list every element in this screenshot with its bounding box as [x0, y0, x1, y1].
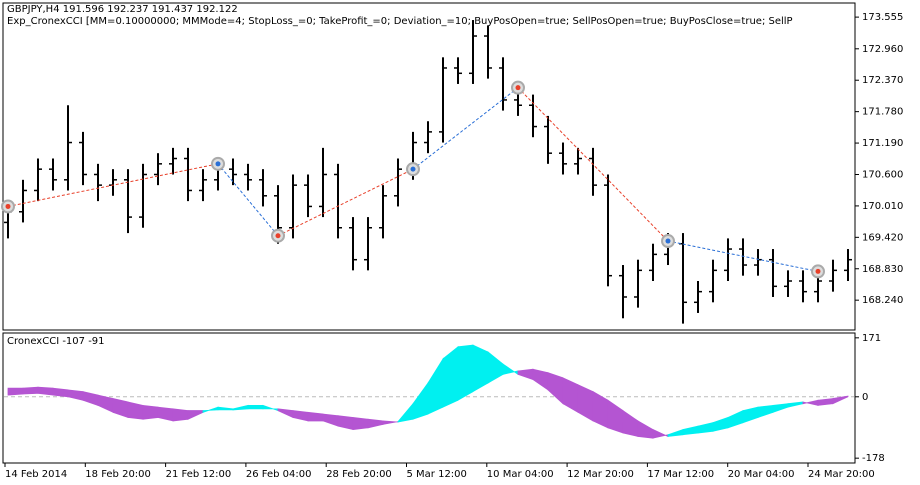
trade-line — [667, 240, 819, 272]
cci-band — [142, 404, 159, 420]
x-tick-label: 10 Mar 04:00 — [487, 469, 554, 480]
cci-band — [832, 395, 849, 405]
y-tick-label: 171.780 — [862, 107, 903, 118]
x-tick-label: 14 Feb 2014 — [5, 469, 67, 480]
trade-dot — [275, 233, 281, 239]
y-tick-label: 170.600 — [862, 169, 903, 180]
x-tick-label: 24 Mar 20:00 — [808, 469, 875, 480]
y-tick-label: 171 — [862, 333, 881, 344]
y-tick-label: 168.830 — [862, 264, 903, 275]
x-tick-label: 5 Mar 12:00 — [407, 469, 467, 480]
y-tick-label: 170.010 — [862, 201, 903, 212]
x-tick-label: 17 Mar 12:00 — [647, 469, 714, 480]
x-tick-label: 12 Mar 20:00 — [567, 469, 634, 480]
trade-line — [217, 163, 279, 237]
x-tick-label: 26 Feb 04:00 — [246, 469, 312, 480]
cci-band — [52, 387, 69, 398]
y-tick-label: 169.420 — [862, 232, 903, 243]
trade-line — [7, 163, 219, 207]
cci-band — [307, 411, 324, 422]
cci-band — [172, 408, 189, 422]
y-tick-label: 0 — [862, 392, 868, 403]
x-tick-label: 21 Feb 12:00 — [166, 469, 232, 480]
cci-band — [127, 401, 144, 420]
x-tick-label: 20 Mar 04:00 — [728, 469, 795, 480]
expert-header: Exp_CronexCCI [MM=0.10000000; MMMode=4; … — [7, 16, 793, 27]
trade-line — [277, 168, 414, 237]
cci-band — [472, 344, 489, 393]
trade-dot — [5, 203, 11, 209]
y-tick-label: 172.370 — [862, 75, 903, 86]
y-tick-label: 168.240 — [862, 295, 903, 306]
x-tick-label: 28 Feb 20:00 — [326, 469, 392, 480]
trade-dot — [215, 161, 221, 167]
y-tick-label: 173.555 — [862, 12, 903, 23]
cci-band — [247, 405, 264, 410]
symbol-header: GBPJPY,H4 191.596 192.237 191.437 192.12… — [7, 4, 238, 15]
cci-band — [457, 344, 474, 401]
trade-dot — [410, 166, 416, 172]
cci-band — [7, 387, 24, 396]
cci-band — [37, 386, 54, 396]
trade-dot — [665, 238, 671, 244]
trade-dot — [815, 268, 821, 274]
y-tick-label: 172.960 — [862, 44, 903, 55]
cci-band — [22, 386, 39, 395]
x-tick-label: 18 Feb 20:00 — [85, 469, 151, 480]
y-tick-label: -178 — [862, 453, 885, 464]
trade-dot — [515, 85, 521, 91]
y-tick-label: 171.190 — [862, 138, 903, 149]
trade-line — [517, 87, 669, 242]
indicator-header: CronexCCI -107 -91 — [7, 336, 105, 347]
trade-line — [412, 87, 519, 170]
cci-band — [352, 417, 369, 431]
